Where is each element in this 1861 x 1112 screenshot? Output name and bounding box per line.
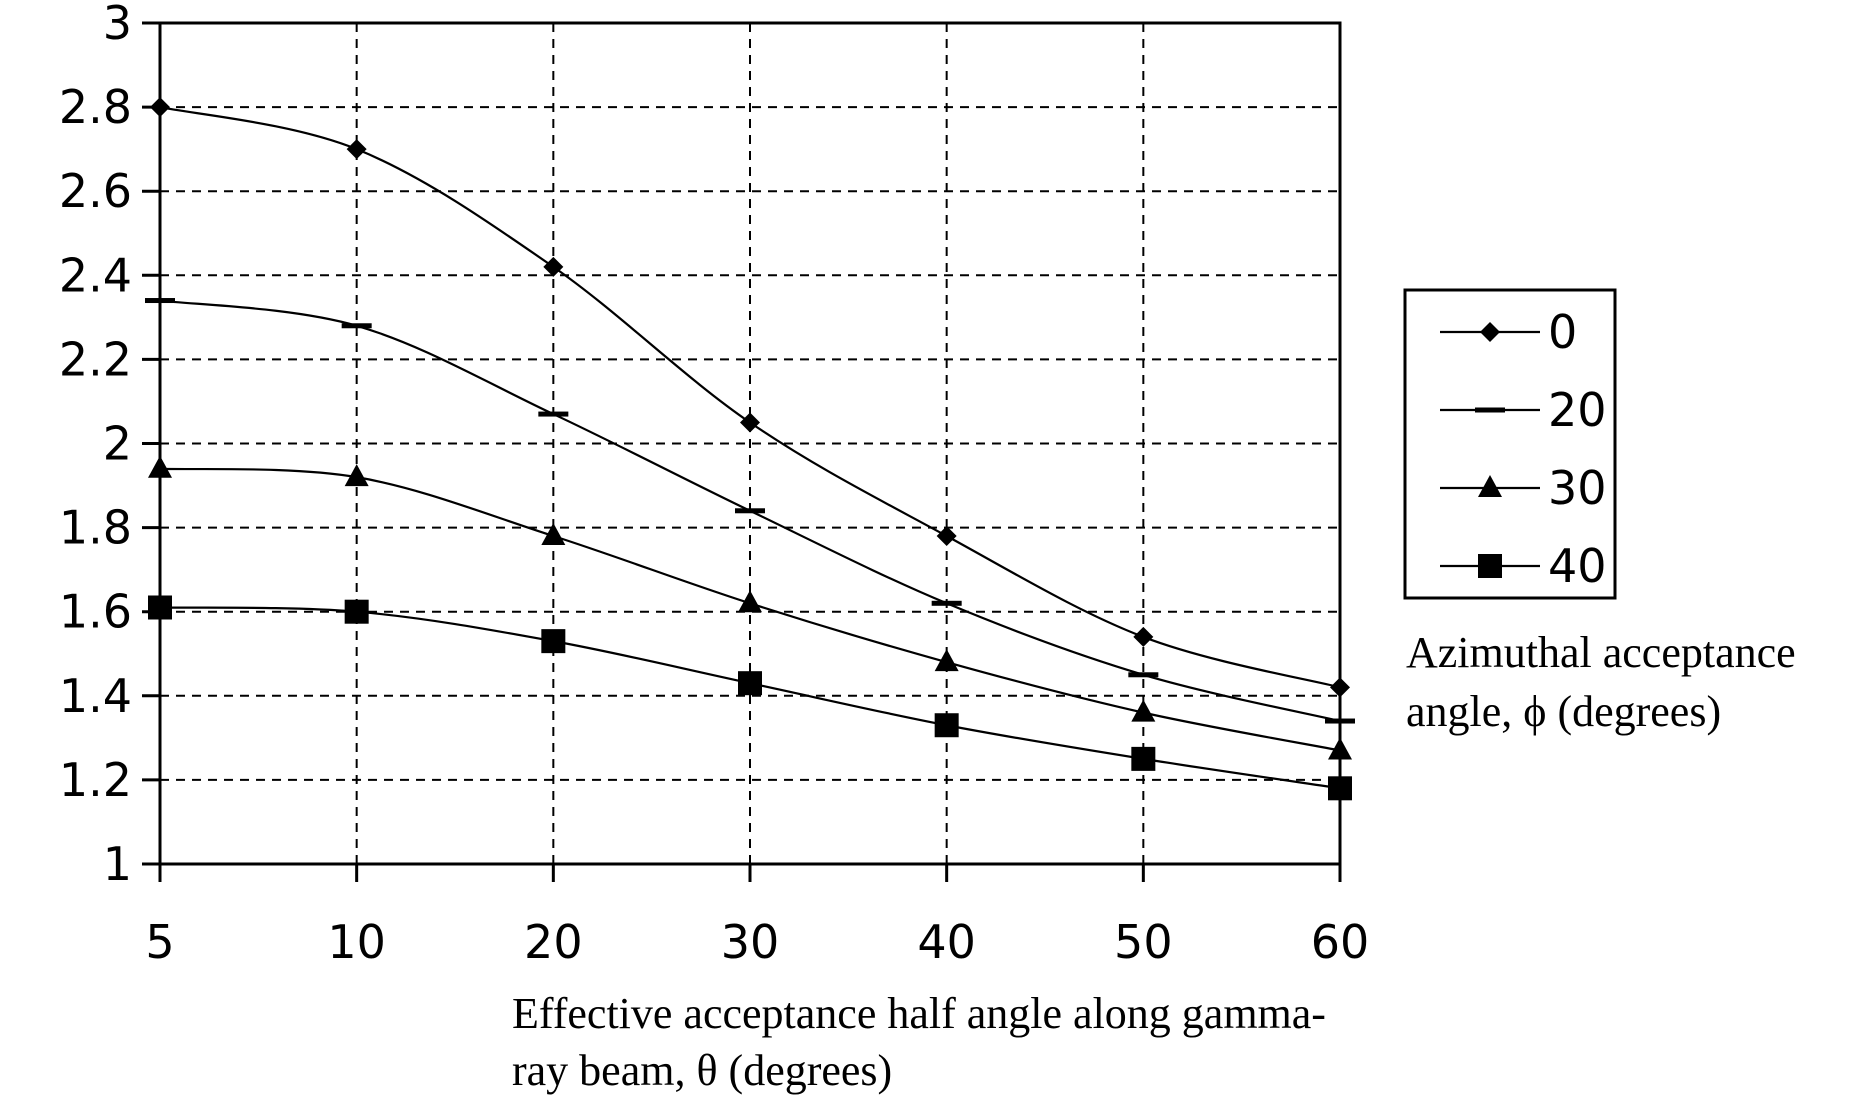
data-point-marker <box>541 629 566 654</box>
legend-marker <box>1478 554 1502 578</box>
data-point-marker <box>936 526 957 547</box>
legend-label: 20 <box>1548 383 1607 437</box>
y-tick-label: 1 <box>103 837 132 891</box>
x-axis-title-line-2: ray beam, θ (degrees) <box>512 1046 892 1095</box>
grid <box>160 23 1340 864</box>
data-point-marker <box>738 671 762 696</box>
data-point-marker <box>150 97 170 118</box>
data-point-marker <box>543 256 564 277</box>
data-point-marker <box>1131 699 1156 722</box>
series-40 <box>148 595 1352 801</box>
legend-marker <box>1475 407 1505 413</box>
data-point-marker <box>934 713 959 738</box>
legend-label: 0 <box>1548 305 1577 359</box>
x-tick-label: 60 <box>1311 915 1370 969</box>
series-0 <box>150 97 1350 698</box>
series-20 <box>145 298 1355 724</box>
x-tick-label: 30 <box>721 915 780 969</box>
data-point-marker <box>931 600 962 606</box>
data-point-marker <box>1328 737 1352 760</box>
x-tick-label: 50 <box>1114 915 1173 969</box>
y-tick-label: 3 <box>103 0 132 50</box>
legend-item-40: 40 <box>1440 539 1607 593</box>
data-point-marker <box>740 412 760 433</box>
data-point-marker <box>1131 746 1156 771</box>
x-axis-title-line-1: Effective acceptance half angle along ga… <box>512 989 1326 1038</box>
y-tick-label: 2.6 <box>59 164 132 218</box>
y-tick-label: 2.8 <box>59 80 132 134</box>
data-point-marker <box>735 508 765 514</box>
data-point-marker <box>1328 776 1352 801</box>
axes: 1 1.2 1.4 1.6 1.8 2 2.2 2.4 2.6 2.8 3 5 10 20 30 40 50 60 <box>59 0 1369 969</box>
data-point-marker <box>1128 672 1159 678</box>
legend-item-30: 30 <box>1440 461 1607 515</box>
legend: 0 20 30 40 <box>1403 288 1617 600</box>
legend-item-0: 0 <box>1440 305 1577 359</box>
data-point-marker <box>541 523 566 546</box>
series-30 <box>148 455 1352 760</box>
data-point-marker <box>148 595 172 620</box>
data-point-marker <box>1325 718 1355 724</box>
y-tick-label: 1.4 <box>59 669 132 723</box>
y-tick-label: 1.6 <box>59 585 132 639</box>
legend-title-line-2: angle, ϕ (degrees) <box>1406 687 1721 736</box>
y-tick-label: 2.4 <box>59 248 132 302</box>
legend-label: 40 <box>1548 539 1607 593</box>
data-point-marker <box>1330 677 1350 698</box>
data-point-marker <box>1133 626 1154 647</box>
y-tick-label: 2 <box>103 417 132 471</box>
data-point-marker <box>344 464 369 487</box>
data-point-marker <box>738 590 762 613</box>
data-point-marker <box>145 298 175 304</box>
series-group <box>145 97 1355 801</box>
y-tick-label: 1.8 <box>59 501 132 555</box>
legend-marker <box>1478 475 1502 497</box>
data-point-marker <box>341 323 372 329</box>
data-point-marker <box>344 599 369 624</box>
data-point-marker <box>934 649 959 672</box>
legend-item-20: 20 <box>1440 383 1607 437</box>
x-tick-label: 10 <box>327 915 386 969</box>
x-tick-label: 5 <box>145 915 174 969</box>
y-tick-label: 2.2 <box>59 332 132 386</box>
y-tick-label: 1.2 <box>59 753 132 807</box>
legend-label: 30 <box>1548 461 1607 515</box>
x-tick-label: 20 <box>524 915 583 969</box>
data-point-marker <box>346 139 367 160</box>
data-point-marker <box>538 411 569 417</box>
data-point-marker <box>148 455 172 478</box>
legend-marker <box>1480 322 1500 342</box>
x-tick-label: 40 <box>917 915 976 969</box>
legend-title-line-1: Azimuthal acceptance <box>1406 628 1796 677</box>
legend-box <box>1403 288 1617 600</box>
